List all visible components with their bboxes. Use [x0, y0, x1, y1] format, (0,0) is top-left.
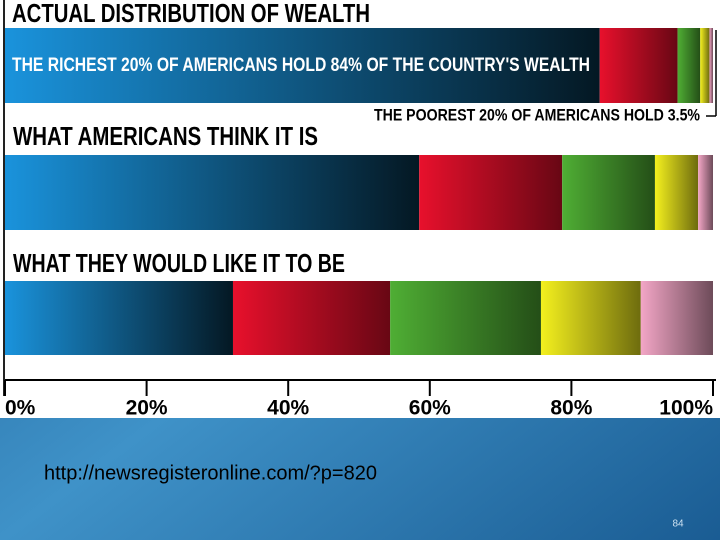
bar-segment: [654, 155, 699, 230]
link: http://newsregisteronline.com/?p=820: [44, 462, 377, 484]
category-label: WHAT THEY WOULD LIKE IT TO BE: [13, 248, 345, 278]
bar-segment: [698, 155, 713, 230]
chart: ACTUAL DISTRIBUTION OF WEALTH WHAT AMERIC…: [3, 0, 717, 420]
x-tick-label: 100%: [659, 397, 713, 420]
bar-segment: [5, 281, 233, 355]
chart-title: ACTUAL DISTRIBUTION OF WEALTH: [12, 0, 370, 28]
bar-segment: [419, 155, 563, 230]
x-tick-label: 40%: [267, 397, 309, 420]
bar-segment: [709, 28, 713, 103]
bar-segment: [390, 281, 541, 355]
bar-segment: [700, 28, 710, 103]
bar-segment: [640, 281, 713, 355]
bar-segment: [599, 28, 678, 103]
x-tick-label: 20%: [126, 397, 168, 420]
bar-segment: [562, 155, 655, 230]
bar-segment: [232, 281, 391, 355]
annotation: THE POOREST 20% OF AMERICANS HOLD 3.5%: [374, 105, 700, 124]
bar-segment: [5, 155, 420, 230]
bar-segment: [540, 281, 641, 355]
x-tick-label: 0%: [5, 397, 36, 420]
bar-segment: [5, 28, 600, 103]
x-tick-label: 60%: [409, 397, 451, 420]
page-number: 84: [672, 519, 684, 530]
annotation: THE RICHEST 20% OF AMERICANS HOLD 84% OF…: [12, 55, 590, 76]
x-tick-label: 80%: [550, 397, 592, 420]
category-label: WHAT AMERICANS THINK IT IS: [13, 121, 318, 151]
bar-segment: [677, 28, 701, 103]
